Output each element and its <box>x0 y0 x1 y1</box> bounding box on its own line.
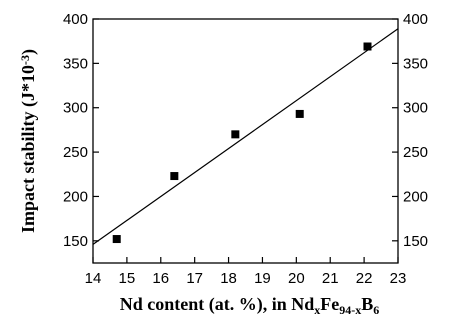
tick-labels: 14 15 16 17 18 19 20 21 22 23 150 150 200 200 250 250 30… <box>63 11 428 287</box>
x-tick-label: 22 <box>356 270 373 287</box>
data-point <box>112 235 121 244</box>
plot-frame <box>92 18 399 264</box>
y-tick-label-right: 150 <box>403 233 428 250</box>
x-tick-label: 19 <box>254 270 271 287</box>
x-tick-label: 20 <box>288 270 305 287</box>
title-subscript: 94-x <box>339 303 361 317</box>
y-tick-label-right: 250 <box>403 144 428 161</box>
y-axis-title: Impact stability (J*10-3) <box>18 49 39 233</box>
fit-line-layer <box>92 28 399 245</box>
title-text: Nd content (at. %), in Nd <box>120 294 315 315</box>
y-tick-label-right: 350 <box>403 55 428 72</box>
title-superscript: -3 <box>18 55 32 65</box>
x-tick-label: 16 <box>152 270 169 287</box>
title-text: Fe <box>320 294 339 314</box>
x-tick-label: 23 <box>390 270 407 287</box>
plot-area <box>92 18 399 264</box>
data-point <box>231 130 240 139</box>
title-text: B <box>361 294 373 314</box>
data-points <box>112 42 372 244</box>
y-tick-label-left: 200 <box>63 188 88 205</box>
x-tick-label: 14 <box>85 270 102 287</box>
y-tick-label-left: 300 <box>63 100 88 117</box>
title-subscript: 6 <box>373 303 379 317</box>
title-subscript: x <box>314 303 320 317</box>
y-tick-label-right: 200 <box>403 188 428 205</box>
axis-ticks <box>92 18 399 263</box>
x-axis-title: Nd content (at. %), in NdxFe94-xB6 <box>120 294 380 317</box>
x-tick-label: 15 <box>119 270 136 287</box>
y-tick-label-right: 300 <box>403 100 428 117</box>
x-tick-label: 17 <box>186 270 203 287</box>
data-point <box>170 172 179 181</box>
data-point <box>295 109 304 118</box>
title-text: Impact stability (J*10 <box>18 65 39 233</box>
y-tick-label-left: 350 <box>63 55 88 72</box>
x-tick-label: 18 <box>220 270 237 287</box>
title-text: ) <box>18 49 39 55</box>
y-tick-label-right: 400 <box>403 11 428 28</box>
x-tick-label: 21 <box>322 270 339 287</box>
fit-line <box>92 28 399 245</box>
data-point <box>363 42 372 51</box>
y-tick-label-left: 400 <box>63 11 88 28</box>
y-tick-label-left: 150 <box>63 233 88 250</box>
y-tick-label-left: 250 <box>63 144 88 161</box>
